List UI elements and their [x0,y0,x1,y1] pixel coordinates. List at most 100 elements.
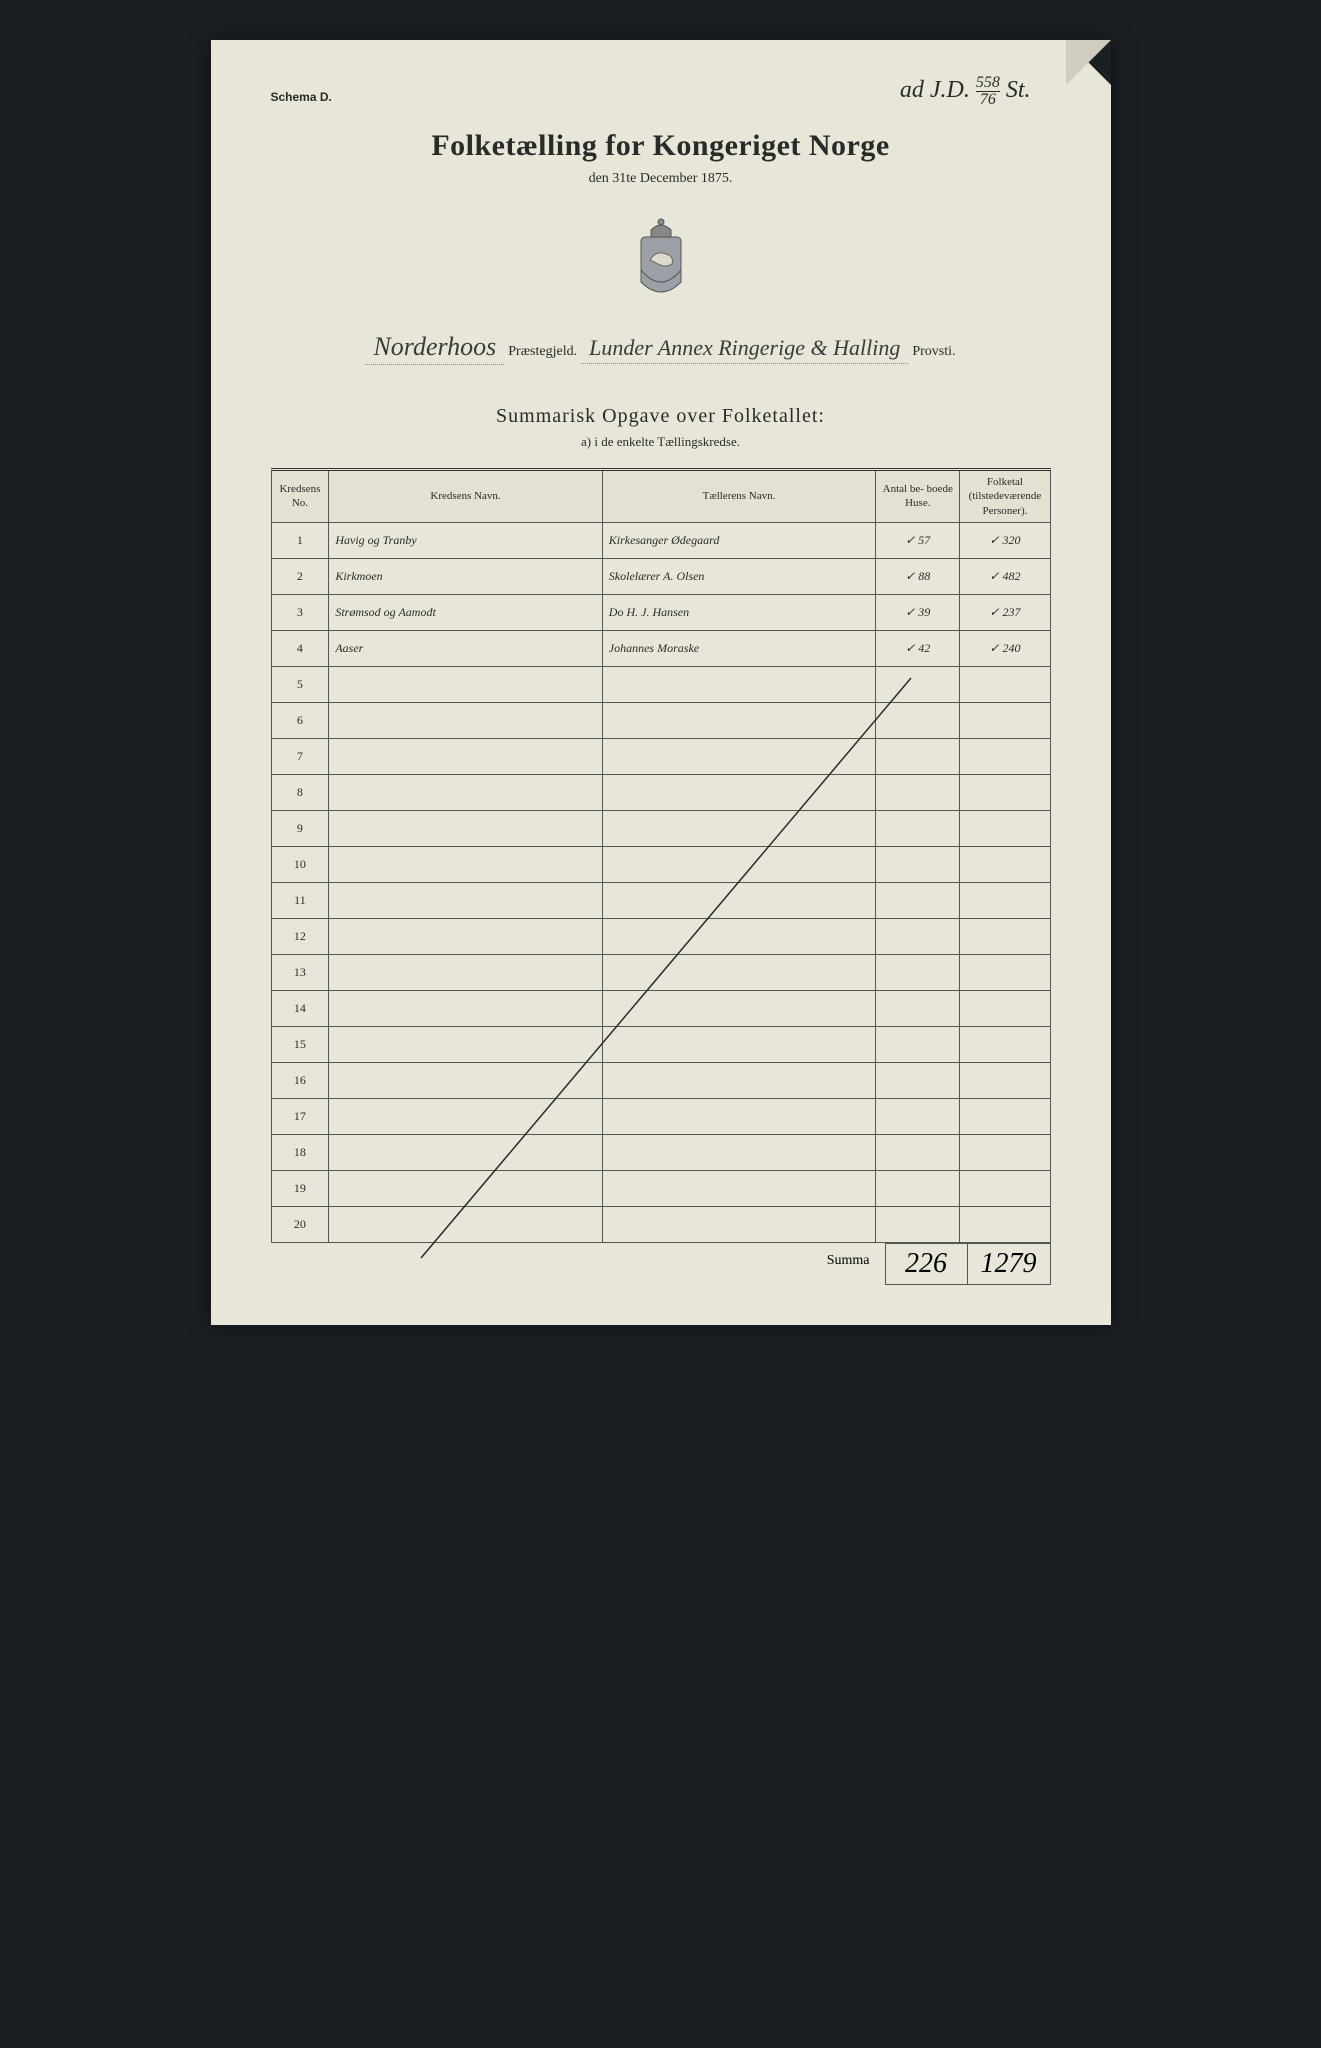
cell-folk [960,1170,1050,1206]
cell-folk [960,954,1050,990]
cell-no: 14 [271,990,329,1026]
provsti-value: Lunder Annex Ringerige & Halling [581,335,908,364]
cell-taller-name [602,1134,875,1170]
col-header-name: Kredsens Navn. [329,470,602,523]
table-row: 2KirkmoenSkolelærer A. Olsen✓ 88✓ 482 [271,558,1050,594]
cell-taller-name: Skolelærer A. Olsen [602,558,875,594]
page-subtitle: den 31te December 1875. [271,171,1051,187]
cell-kreds-name: Aaser [329,630,602,666]
cell-kreds-name [329,846,602,882]
col-header-no: Kredsens No. [271,470,329,523]
table-row: 8 [271,774,1050,810]
cell-folk: ✓ 482 [960,558,1050,594]
cell-no: 9 [271,810,329,846]
prestegjeld-label: Præstegjeld. [508,344,577,359]
cell-taller-name [602,918,875,954]
cell-huse: ✓ 42 [876,630,960,666]
cell-kreds-name: Kirkmoen [329,558,602,594]
table-wrapper: Kredsens No. Kredsens Navn. Tællerens Na… [271,468,1051,1285]
cell-folk: ✓ 237 [960,594,1050,630]
table-row: 4AaserJohannes Moraske✓ 42✓ 240 [271,630,1050,666]
col-header-taller: Tællerens Navn. [602,470,875,523]
cell-folk [960,1098,1050,1134]
cell-folk [960,1026,1050,1062]
section-title: Summarisk Opgave over Folketallet: [271,405,1051,428]
summa-label: Summa [271,1243,885,1285]
cell-huse [876,846,960,882]
cell-taller-name: Kirkesanger Ødegaard [602,522,875,558]
table-row: 20 [271,1206,1050,1242]
cell-huse [876,1026,960,1062]
table-row: 14 [271,990,1050,1026]
census-table: Kredsens No. Kredsens Navn. Tællerens Na… [271,468,1051,1243]
document-page: Schema D. ad J.D. 558 76 St. Folketællin… [211,40,1111,1325]
cell-no: 2 [271,558,329,594]
cell-taller-name [602,1206,875,1242]
annotation-numerator: 558 [976,75,1000,92]
table-row: 1Havig og TranbyKirkesanger Ødegaard✓ 57… [271,522,1050,558]
section-subtitle: a) i de enkelte Tællingskredse. [271,434,1051,450]
cell-huse [876,882,960,918]
cell-no: 3 [271,594,329,630]
cell-no: 17 [271,1098,329,1134]
cell-huse [876,1134,960,1170]
cell-folk [960,666,1050,702]
cell-huse [876,1170,960,1206]
cell-taller-name [602,702,875,738]
cell-kreds-name [329,1062,602,1098]
table-row: 11 [271,882,1050,918]
summa-row: Summa 226 1279 [271,1243,1051,1285]
cell-taller-name: Johannes Moraske [602,630,875,666]
table-row: 3Strømsod og AamodtDo H. J. Hansen✓ 39✓ … [271,594,1050,630]
cell-no: 10 [271,846,329,882]
cell-no: 18 [271,1134,329,1170]
cell-folk: ✓ 240 [960,630,1050,666]
cell-huse: ✓ 39 [876,594,960,630]
cell-huse [876,954,960,990]
col-header-huse: Antal be- boede Huse. [876,470,960,523]
cell-kreds-name [329,702,602,738]
cell-taller-name [602,1062,875,1098]
table-row: 12 [271,918,1050,954]
cell-kreds-name [329,1026,602,1062]
cell-taller-name [602,1170,875,1206]
cell-kreds-name [329,810,602,846]
cell-taller-name [602,666,875,702]
cell-kreds-name [329,990,602,1026]
cell-taller-name [602,810,875,846]
cell-huse: ✓ 88 [876,558,960,594]
summa-huse: 226 [885,1243,968,1285]
cell-kreds-name [329,738,602,774]
table-row: 6 [271,702,1050,738]
cell-kreds-name [329,954,602,990]
table-row: 13 [271,954,1050,990]
cell-folk [960,882,1050,918]
cell-no: 16 [271,1062,329,1098]
cell-taller-name [602,774,875,810]
annotation-suffix: St. [1006,77,1031,103]
cell-folk: ✓ 320 [960,522,1050,558]
annotation-fraction: 558 76 [976,75,1000,108]
table-row: 5 [271,666,1050,702]
cell-huse [876,666,960,702]
cell-folk [960,810,1050,846]
annotation-denominator: 76 [976,92,1000,108]
table-row: 9 [271,810,1050,846]
cell-kreds-name [329,1170,602,1206]
cell-no: 6 [271,702,329,738]
table-row: 15 [271,1026,1050,1062]
cell-folk [960,1134,1050,1170]
cell-taller-name [602,738,875,774]
cell-no: 8 [271,774,329,810]
cell-no: 11 [271,882,329,918]
table-header-row: Kredsens No. Kredsens Navn. Tællerens Na… [271,470,1050,523]
cell-folk [960,846,1050,882]
cell-folk [960,738,1050,774]
cell-kreds-name [329,1206,602,1242]
cell-no: 5 [271,666,329,702]
top-annotation: ad J.D. 558 76 St. [900,75,1031,108]
cell-huse: ✓ 57 [876,522,960,558]
table-row: 17 [271,1098,1050,1134]
table-row: 19 [271,1170,1050,1206]
cell-folk [960,1062,1050,1098]
